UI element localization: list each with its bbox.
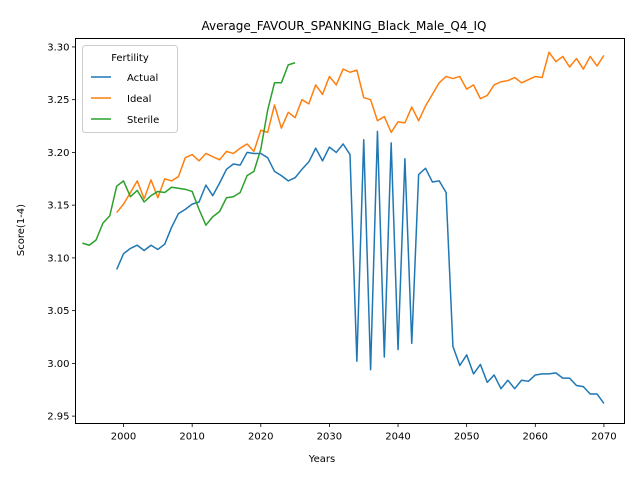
plot-area-frame [75, 38, 625, 424]
x-axis-title: Years [308, 454, 335, 465]
x-tick-label: 2040 [385, 432, 410, 443]
series-line-ideal [116, 51, 605, 214]
legend-title: Fertility [111, 53, 149, 64]
chart-title: Average_FAVOUR_SPANKING_Black_Male_Q4_IQ [202, 19, 487, 33]
plot-lines [82, 51, 605, 404]
x-tick-label: 2000 [111, 432, 136, 443]
y-tick-label: 3.05 [47, 306, 69, 317]
y-tick-label: 2.95 [47, 412, 69, 423]
x-tick-label: 2050 [454, 432, 479, 443]
x-tick-label: 2010 [179, 432, 204, 443]
y-tick-label: 3.00 [47, 359, 69, 370]
legend: Fertility Actual Ideal Sterile [82, 45, 178, 133]
legend-label-ideal: Ideal [127, 94, 151, 105]
y-tick-label: 3.10 [47, 253, 69, 264]
x-tick-label: 2060 [523, 432, 548, 443]
y-axis: 2.95 3.00 3.05 3.10 3.15 3.20 3.25 3.30 [47, 42, 76, 423]
y-tick-label: 3.15 [47, 201, 69, 212]
series-line-actual [115, 130, 605, 404]
x-axis: 2000 2010 2020 2030 2040 2050 2060 2070 [111, 423, 617, 443]
legend-label-sterile: Sterile [127, 115, 159, 126]
y-tick-label: 3.30 [47, 42, 69, 53]
x-tick-label: 2020 [248, 432, 273, 443]
legend-box [82, 45, 178, 133]
x-tick-label: 2030 [317, 432, 342, 443]
legend-label-actual: Actual [127, 73, 158, 84]
series-line-sterile [82, 62, 296, 246]
y-axis-title: Score(1-4) [16, 204, 27, 256]
x-tick-label: 2070 [591, 432, 616, 443]
y-tick-label: 3.20 [47, 148, 69, 159]
y-tick-label: 3.25 [47, 95, 69, 106]
